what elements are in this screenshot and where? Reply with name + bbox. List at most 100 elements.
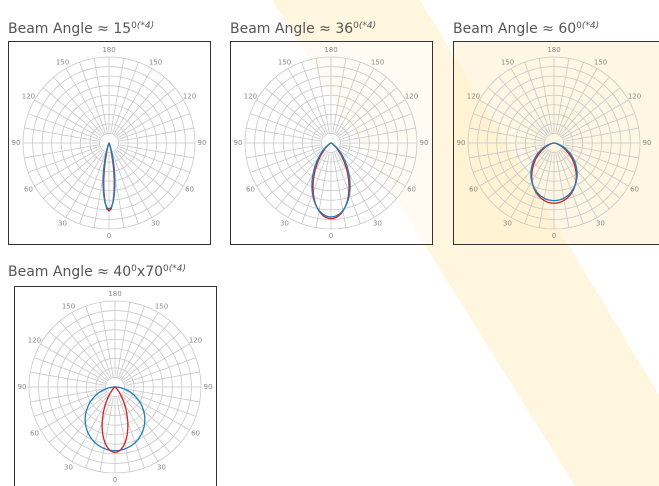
angle-label: 0	[113, 476, 117, 484]
grid-spoke	[123, 391, 190, 431]
grid-spoke	[558, 68, 598, 135]
angle-label: 150	[501, 58, 514, 66]
grid-spoke	[59, 320, 109, 380]
angle-label: 120	[244, 93, 257, 101]
title-superscript: 0	[131, 264, 137, 274]
grid-spoke	[498, 76, 548, 136]
grid-spoke	[275, 76, 325, 136]
grid-spoke	[40, 391, 107, 431]
grid-spoke	[557, 152, 584, 224]
grid-spoke	[116, 302, 131, 377]
grid-spoke	[121, 320, 171, 380]
title-superscript: 0	[353, 21, 359, 31]
angle-label: 120	[467, 93, 480, 101]
grid-spoke	[564, 144, 639, 159]
angle-label: 90	[18, 383, 27, 391]
grid-spoke	[30, 388, 105, 403]
grid-spoke	[116, 87, 176, 137]
grid-spoke	[110, 58, 125, 133]
grid-spoke	[34, 390, 106, 417]
grid-spoke	[340, 113, 412, 140]
angle-label: 90	[234, 139, 243, 147]
grid-spoke	[510, 68, 550, 135]
polar-panel: Beam Angle ≈ 400x700(*4)0303060609090120…	[8, 264, 217, 486]
angle-label: 90	[12, 139, 21, 147]
grid-spoke	[562, 99, 629, 139]
grid-spoke	[123, 343, 190, 383]
grid-spoke	[524, 62, 551, 134]
grid-spoke	[115, 150, 165, 210]
grid-spoke	[85, 306, 112, 378]
angle-label: 150	[149, 58, 162, 66]
grid-spoke	[339, 99, 406, 139]
grid-spoke	[28, 146, 100, 173]
grid-spoke	[487, 87, 547, 137]
grid-spoke	[59, 394, 109, 454]
angle-label: 180	[108, 290, 121, 298]
panel-frame	[14, 286, 217, 486]
grid-spoke	[561, 87, 621, 137]
grid-spoke	[335, 151, 375, 218]
angle-label: 60	[469, 186, 478, 194]
grid-spoke	[122, 393, 182, 443]
intensity-curve	[530, 142, 578, 202]
grid-spoke	[287, 68, 327, 135]
grid-spoke	[119, 395, 159, 462]
grid-spoke	[334, 152, 361, 224]
grid-spoke	[469, 144, 544, 159]
panel-title: Beam Angle ≈ 150(*4)	[8, 21, 154, 37]
intensity-curve	[531, 142, 577, 204]
title-text: Beam Angle ≈ 36	[230, 21, 353, 37]
angle-label: 60	[630, 186, 639, 194]
grid-spoke	[119, 144, 194, 159]
grid-spoke	[275, 150, 325, 210]
angle-label: 0	[552, 232, 556, 240]
angle-label: 120	[28, 337, 41, 345]
intensity-curve	[101, 386, 129, 454]
grid-spoke	[93, 58, 108, 133]
intensity-curve	[84, 386, 146, 452]
grid-spoke	[24, 144, 99, 159]
angle-label: 120	[22, 93, 35, 101]
angle-label: 90	[420, 139, 429, 147]
grid-spoke	[339, 147, 406, 187]
grid-spoke	[116, 397, 131, 472]
grid-spoke	[315, 153, 330, 228]
grid-spoke	[563, 146, 635, 173]
grid-spoke	[118, 146, 190, 173]
grid-spoke	[301, 62, 328, 134]
grid-spoke	[113, 68, 153, 135]
grid-spoke	[42, 149, 102, 199]
grid-spoke	[53, 76, 103, 136]
title-superscript: (*4)	[582, 21, 599, 31]
angle-label: 60	[407, 186, 416, 194]
angle-label: 90	[643, 139, 652, 147]
angle-label: 60	[24, 186, 33, 194]
title-superscript: (*4)	[137, 21, 154, 31]
grid-spoke	[469, 127, 544, 142]
polar-panel: Beam Angle ≈ 150(*4)03030606090901201201…	[8, 21, 211, 245]
grid-spoke	[473, 113, 545, 140]
grid-spoke	[287, 151, 327, 218]
grid-spoke	[558, 151, 598, 218]
title-text: x70	[137, 264, 163, 280]
title-superscript: 0	[163, 264, 169, 274]
angle-label: 60	[191, 430, 200, 438]
grid-spoke	[53, 150, 103, 210]
angle-label: 60	[246, 186, 255, 194]
angle-label: 30	[596, 220, 605, 228]
grid-spoke	[473, 146, 545, 173]
grid-spoke	[112, 152, 139, 224]
grid-spoke	[85, 396, 112, 468]
angle-label: 150	[155, 302, 168, 310]
grid-spoke	[560, 76, 610, 136]
angle-label: 30	[157, 464, 166, 472]
grid-spoke	[332, 58, 347, 133]
angle-label: 30	[373, 220, 382, 228]
angle-label: 30	[151, 220, 160, 228]
grid-spoke	[334, 62, 361, 134]
grid-spoke	[562, 147, 629, 187]
grid-spoke	[498, 150, 548, 210]
angle-label: 120	[189, 337, 202, 345]
